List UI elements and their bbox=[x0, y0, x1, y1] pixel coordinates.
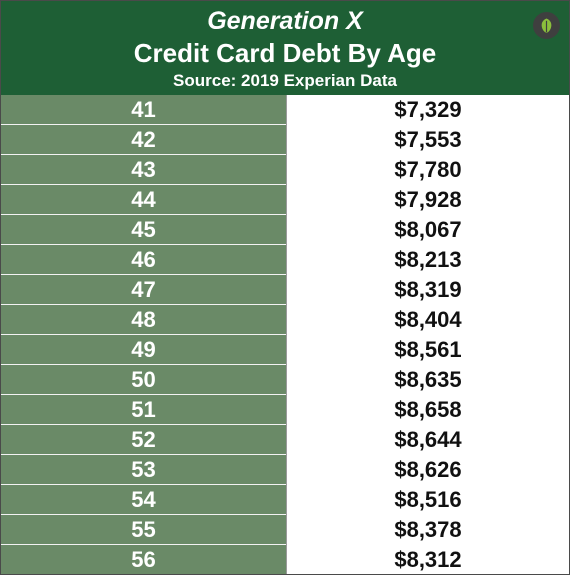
debt-cell: $8,635 bbox=[286, 365, 569, 395]
table-row: 42 $7,553 bbox=[1, 125, 569, 155]
table-row: 43 $7,780 bbox=[1, 155, 569, 185]
table-row: 56 $8,312 bbox=[1, 545, 569, 574]
table-row: 54 $8,516 bbox=[1, 485, 569, 515]
debt-cell: $8,312 bbox=[286, 545, 569, 574]
age-cell: 51 bbox=[1, 395, 286, 425]
debt-cell: $8,213 bbox=[286, 245, 569, 275]
age-cell: 45 bbox=[1, 215, 286, 245]
age-cell: 43 bbox=[1, 155, 286, 185]
age-cell: 56 bbox=[1, 545, 286, 574]
table-row: 53 $8,626 bbox=[1, 455, 569, 485]
table-row: 47 $8,319 bbox=[1, 275, 569, 305]
debt-cell: $8,626 bbox=[286, 455, 569, 485]
table-row: 50 $8,635 bbox=[1, 365, 569, 395]
age-cell: 44 bbox=[1, 185, 286, 215]
leaf-logo-icon bbox=[533, 12, 560, 39]
debt-cell: $8,404 bbox=[286, 305, 569, 335]
table-row: 41 $7,329 bbox=[1, 95, 569, 125]
debt-cell: $8,516 bbox=[286, 485, 569, 515]
age-cell: 42 bbox=[1, 125, 286, 155]
age-cell: 54 bbox=[1, 485, 286, 515]
table-header: Generation X Credit Card Debt By Age Sou… bbox=[1, 1, 569, 95]
debt-cell: $8,644 bbox=[286, 425, 569, 455]
debt-cell: $8,658 bbox=[286, 395, 569, 425]
age-cell: 41 bbox=[1, 95, 286, 125]
table-row: 51 $8,658 bbox=[1, 395, 569, 425]
age-cell: 50 bbox=[1, 365, 286, 395]
age-cell: 55 bbox=[1, 515, 286, 545]
debt-cell: $7,780 bbox=[286, 155, 569, 185]
debt-table: 41 $7,329 42 $7,553 43 $7,780 44 $7,928 45 $8,067… bbox=[1, 95, 569, 574]
age-cell: 48 bbox=[1, 305, 286, 335]
debt-cell: $7,329 bbox=[286, 95, 569, 125]
source-note: Source: 2019 Experian Data bbox=[173, 71, 397, 90]
table-row: 49 $8,561 bbox=[1, 335, 569, 365]
table-row: 45 $8,067 bbox=[1, 215, 569, 245]
generation-title: Generation X bbox=[207, 7, 363, 35]
age-cell: 52 bbox=[1, 425, 286, 455]
debt-cell: $7,928 bbox=[286, 185, 569, 215]
age-cell: 46 bbox=[1, 245, 286, 275]
table-row: 55 $8,378 bbox=[1, 515, 569, 545]
table-row: 44 $7,928 bbox=[1, 185, 569, 215]
debt-cell: $8,561 bbox=[286, 335, 569, 365]
age-cell: 49 bbox=[1, 335, 286, 365]
age-cell: 53 bbox=[1, 455, 286, 485]
age-cell: 47 bbox=[1, 275, 286, 305]
table-row: 52 $8,644 bbox=[1, 425, 569, 455]
debt-cell: $8,067 bbox=[286, 215, 569, 245]
debt-cell: $8,378 bbox=[286, 515, 569, 545]
debt-cell: $7,553 bbox=[286, 125, 569, 155]
debt-cell: $8,319 bbox=[286, 275, 569, 305]
table-row: 48 $8,404 bbox=[1, 305, 569, 335]
table-row: 46 $8,213 bbox=[1, 245, 569, 275]
table-title: Credit Card Debt By Age bbox=[133, 38, 437, 68]
